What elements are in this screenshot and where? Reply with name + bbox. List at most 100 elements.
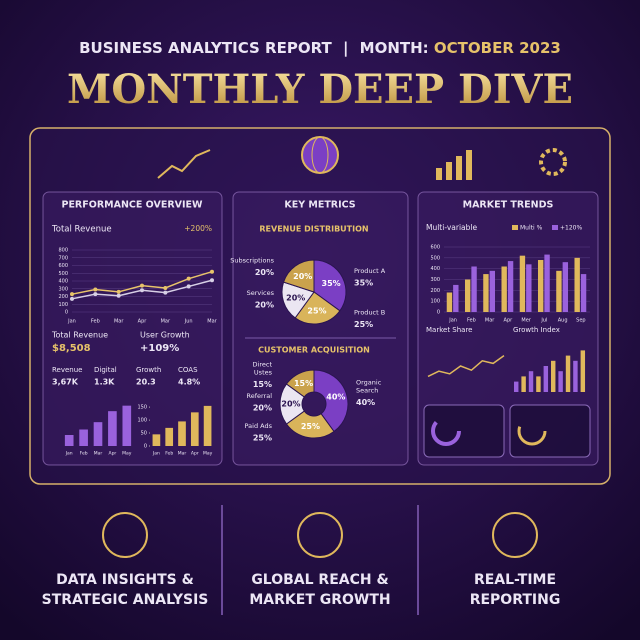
- main-title: MONTHLY DEEP DIVE: [67, 66, 573, 113]
- bar: [165, 427, 174, 446]
- y-tick-label: 50: [141, 431, 147, 437]
- slice-label: Subscriptions: [230, 257, 274, 265]
- chart-title: CUSTOMER ACQUISITION: [258, 346, 370, 355]
- y-tick-label: 800: [58, 248, 68, 254]
- y-tick-label: 0: [437, 310, 440, 316]
- bar: [580, 350, 586, 392]
- feature-icon: [102, 512, 148, 558]
- panel-performance: [42, 191, 223, 466]
- slice-label: Organic: [356, 379, 382, 387]
- bottom-icons: [102, 505, 538, 615]
- y-tick-label: 0: [144, 444, 147, 450]
- legend-label: +120%: [560, 225, 582, 232]
- slice-value-outer: 15%: [253, 380, 272, 389]
- slice-value: 25%: [301, 422, 320, 431]
- slice-value: 20%: [281, 400, 300, 409]
- stat-label: Growth: [136, 366, 161, 374]
- feature-icon: [492, 512, 538, 558]
- stat-value: 1.3K: [94, 378, 115, 387]
- icon-line: [157, 149, 211, 179]
- slice-value-outer: 25%: [354, 320, 373, 329]
- y-tick-label: 150: [137, 405, 147, 411]
- slice-value-outer: 20%: [255, 268, 274, 277]
- slice-value: 15%: [294, 379, 313, 388]
- bar: [152, 434, 161, 446]
- slice-label: Search: [356, 387, 378, 395]
- kpi-value: +109%: [140, 343, 179, 354]
- chart-badge: +200%: [184, 224, 212, 233]
- point: [163, 290, 168, 295]
- feature-text: STRATEGIC ANALYSIS: [42, 592, 209, 608]
- slice-value-outer: 40%: [356, 398, 375, 407]
- bar: [471, 266, 477, 312]
- x-tick-label: Feb: [80, 451, 88, 457]
- point: [210, 269, 214, 274]
- kicker-text: BUSINESS ANALYTICS REPORT: [79, 39, 332, 57]
- slice-label: Product B: [354, 308, 385, 316]
- y-tick-label: 600: [58, 263, 68, 269]
- panel-title: KEY METRICS: [284, 200, 355, 211]
- month: OCTOBER 2023: [434, 39, 561, 57]
- bar: [551, 360, 556, 392]
- point: [210, 278, 214, 283]
- bar: [543, 366, 549, 392]
- point: [93, 292, 98, 297]
- slice-label: Direct: [253, 361, 273, 369]
- bar: [562, 262, 569, 312]
- icon-globe-meridian: [311, 136, 329, 174]
- y-tick-label: 300: [58, 286, 68, 292]
- bar: [178, 421, 186, 446]
- bar: [526, 264, 532, 312]
- point: [186, 284, 191, 289]
- bar: [203, 405, 212, 446]
- bar: [521, 376, 526, 392]
- stat-label: Revenue: [52, 366, 83, 374]
- bar: [483, 274, 489, 312]
- slice: [285, 369, 315, 398]
- bar: [446, 292, 453, 312]
- slice-label: Services: [247, 289, 275, 297]
- month-label: MONTH:: [360, 39, 429, 57]
- feature-icon: [297, 512, 343, 558]
- top-icons: [157, 136, 567, 180]
- header: BUSINESS ANALYTICS REPORT | MONTH: OCTOB…: [67, 39, 573, 114]
- feature-text: MARKET GROWTH: [249, 592, 390, 608]
- panel-market-trends: [417, 191, 599, 466]
- bar: [501, 266, 507, 312]
- x-tick-label: Mar: [207, 319, 217, 325]
- x-tick-label: Aug: [558, 318, 568, 324]
- y-tick-label: 500: [58, 271, 68, 277]
- x-tick-label: Feb: [91, 319, 100, 325]
- legend-label: Multi %: [520, 225, 543, 232]
- x-tick-label: Apr: [191, 451, 199, 457]
- x-tick-label: Jan: [152, 451, 160, 457]
- widget: [423, 404, 505, 458]
- feature-text: GLOBAL REACH &: [251, 572, 388, 588]
- x-tick-label: Mar: [178, 451, 187, 457]
- bar: [79, 429, 88, 446]
- slice-value: 20%: [293, 272, 312, 281]
- y-tick-label: 0: [65, 310, 68, 316]
- stat-label: COAS: [178, 366, 198, 374]
- separator: |: [343, 39, 348, 58]
- x-tick-label: May: [122, 451, 132, 457]
- bar: [507, 261, 514, 312]
- chart-title: REVENUE DISTRIBUTION: [259, 225, 368, 234]
- x-tick-label: Mar: [161, 319, 171, 325]
- y-tick-label: 400: [58, 279, 68, 285]
- stat-value: 3,67K: [52, 378, 79, 387]
- point: [116, 293, 121, 298]
- y-tick-label: 200: [58, 294, 68, 300]
- bar: [464, 279, 471, 312]
- point: [93, 287, 98, 292]
- point: [70, 292, 74, 297]
- icon-bars: [436, 150, 472, 180]
- kpi-value: $8,508: [52, 343, 91, 354]
- slice-label: Paid Ads: [245, 422, 273, 430]
- slice-value-outer: 20%: [255, 300, 274, 309]
- y-tick-label: 400: [430, 266, 440, 272]
- x-tick-label: Jan: [67, 319, 76, 325]
- kicker: BUSINESS ANALYTICS REPORT | MONTH: OCTOB…: [79, 39, 561, 58]
- slice: [282, 259, 315, 293]
